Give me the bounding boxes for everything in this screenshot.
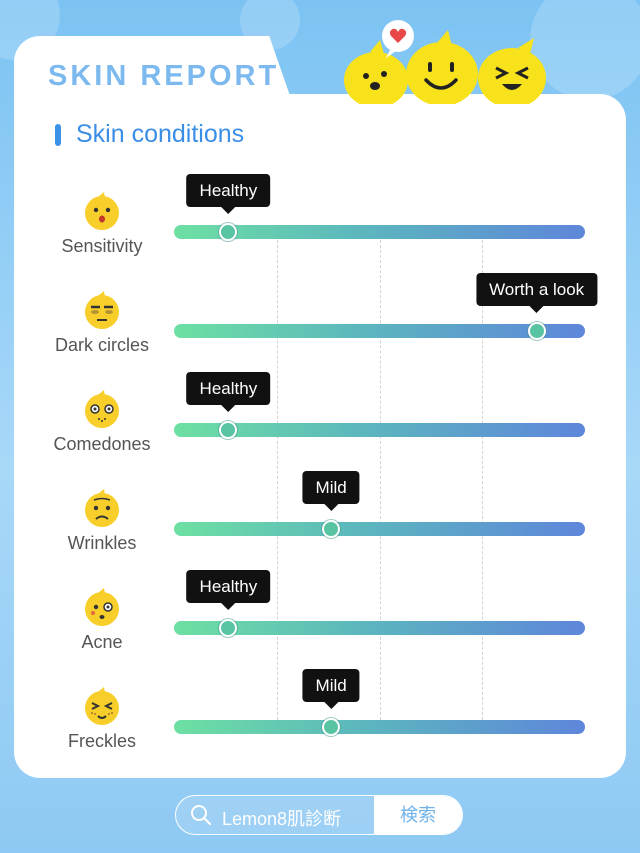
search-query-text[interactable]: Lemon8肌診断 [222,809,342,829]
lemon-mascot-center-icon [406,30,478,104]
condition-level-marker [219,421,238,439]
condition-status-tooltip: Mild [302,669,360,709]
surprised-face-icon [85,192,119,230]
section-marker [55,124,61,146]
condition-row-freckles: Freckles Mild [0,669,640,786]
condition-label: Sensitivity [61,236,143,256]
condition-row-wrinkles: Wrinkles Mild [0,471,640,588]
frowning-face-icon [85,489,119,527]
quartile-guide-25 [277,240,278,720]
condition-scale-track [174,720,585,734]
lemon-mascots [344,20,546,104]
pimple-face-icon [85,588,119,626]
condition-level-marker [322,718,341,736]
condition-scale-track [174,225,585,239]
page-title: SKIN REPORT [48,60,280,92]
heart-speech-bubble-icon [382,20,414,58]
condition-label: Freckles [67,731,136,751]
search-button[interactable]: 検索 [374,796,462,834]
condition-status-tooltip: Healthy [186,570,271,610]
condition-status-tooltip: Mild [302,471,360,511]
condition-level-marker [322,520,341,538]
search-bar[interactable]: Lemon8肌診断 検索 [175,795,463,835]
lemon-mascot-right-icon [478,38,546,104]
condition-scale-track [174,423,585,437]
condition-scale-track [174,522,585,536]
condition-row-comedones: Comedones Healthy [0,372,640,489]
condition-row-acne: Acne Healthy [0,570,640,687]
section-title: Skin conditions [76,120,245,148]
condition-row-sensitivity: Sensitivity Healthy [0,174,640,291]
condition-scale-track [174,621,585,635]
condition-label: Wrinkles [67,533,137,553]
condition-label: Acne [81,632,123,652]
quartile-guide-75 [482,240,483,720]
condition-level-marker [527,322,546,340]
freckles-face-icon [85,687,119,725]
condition-level-marker [219,223,238,241]
condition-level-marker [219,619,238,637]
search-icon [191,805,212,826]
condition-status-tooltip: Healthy [186,174,271,214]
condition-scale-track [174,324,585,338]
quartile-guide-50 [380,240,381,720]
condition-row-dark-circles: Dark circles Worth a look [0,273,640,390]
background-bubble [530,0,640,100]
condition-status-tooltip: Worth a look [476,273,598,313]
lemon-mascot-left-icon [344,40,408,104]
worried-face-icon [85,390,119,428]
condition-label: Dark circles [54,335,149,355]
condition-status-tooltip: Healthy [186,372,271,412]
tired-face-icon [85,291,119,329]
condition-label: Comedones [53,434,151,454]
